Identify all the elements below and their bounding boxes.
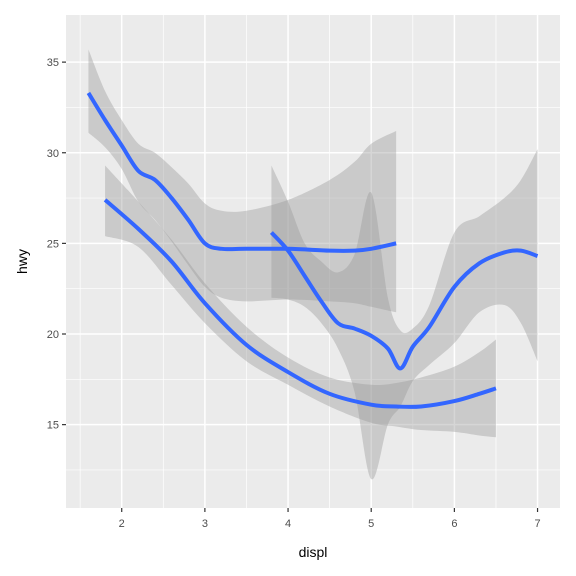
smooth-line-1 <box>86 91 397 253</box>
confidence-bands <box>88 49 538 480</box>
x-tick-label: 7 <box>534 518 540 530</box>
x-tick-label: 3 <box>202 518 208 530</box>
confidence-band-2 <box>105 165 496 438</box>
x-tick-label: 5 <box>368 518 374 530</box>
smooth-line-3 <box>269 231 539 371</box>
x-axis: 2 3 4 5 6 7 <box>119 508 541 530</box>
y-axis: 15 20 25 30 35 <box>47 57 66 432</box>
x-tick-label: 2 <box>119 518 125 530</box>
y-tick-label: 15 <box>47 420 59 432</box>
y-tick-label: 20 <box>47 329 59 341</box>
plot-panel <box>66 15 560 508</box>
x-tick-label: 6 <box>451 518 457 530</box>
x-tick-label: 4 <box>285 518 291 530</box>
smooth-lines <box>86 91 539 409</box>
y-tick-label: 30 <box>47 148 59 160</box>
confidence-band-1 <box>88 49 397 313</box>
y-axis-title: hwy <box>14 249 30 274</box>
y-tick-label: 35 <box>47 57 59 69</box>
minor-grid <box>66 15 560 508</box>
major-grid <box>66 15 560 508</box>
confidence-band-3 <box>271 149 538 480</box>
x-axis-title: displ <box>299 544 328 560</box>
y-tick-label: 25 <box>47 238 59 250</box>
smooth-line-2 <box>103 198 497 409</box>
